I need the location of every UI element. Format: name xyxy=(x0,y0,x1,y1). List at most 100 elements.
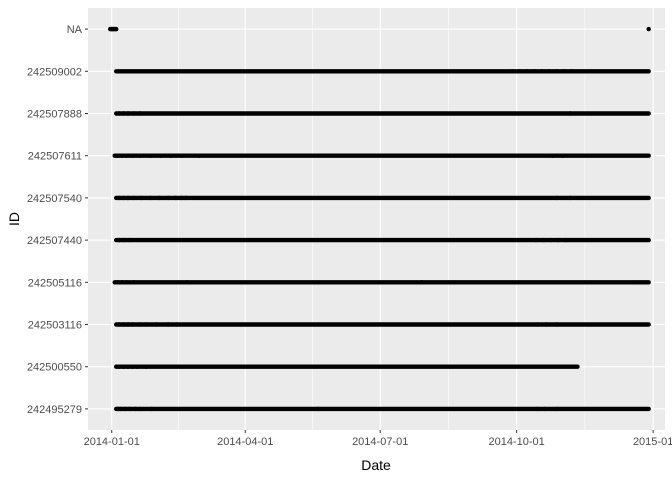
data-point xyxy=(197,153,202,158)
data-point xyxy=(118,406,123,412)
data-point xyxy=(165,322,171,327)
y-tick-label: NA xyxy=(67,24,83,36)
x-tick-label: 2014-01-01 xyxy=(84,436,140,448)
data-point xyxy=(148,153,153,158)
y-axis-title: ID xyxy=(6,212,22,226)
data-point xyxy=(561,69,567,74)
data-point xyxy=(116,195,122,201)
data-point xyxy=(125,195,131,201)
data-point xyxy=(119,153,125,158)
data-point xyxy=(130,322,135,327)
data-point xyxy=(547,69,552,74)
data-point xyxy=(131,111,137,116)
data-point xyxy=(179,153,184,158)
data-point xyxy=(137,406,143,412)
y-tick-label: 242503116 xyxy=(28,320,82,332)
data-point xyxy=(544,322,549,327)
data-point xyxy=(517,69,522,74)
data-point xyxy=(539,69,545,74)
y-tick-label: 242500550 xyxy=(27,362,82,374)
data-point xyxy=(165,195,171,201)
data-point xyxy=(131,195,137,201)
data-point xyxy=(121,195,126,201)
data-point xyxy=(127,406,132,412)
data-marks xyxy=(108,26,651,412)
data-point xyxy=(125,322,131,327)
data-point xyxy=(137,322,143,327)
x-axis-title: Date xyxy=(361,457,391,473)
x-tick-label: 2014-07-01 xyxy=(352,436,408,448)
data-point xyxy=(550,153,555,158)
data-point xyxy=(134,364,140,369)
data-point xyxy=(556,237,561,243)
data-point xyxy=(124,153,129,158)
data-point xyxy=(510,69,515,74)
x-tick-label: 2014-10-01 xyxy=(489,436,545,448)
data-point xyxy=(143,364,149,369)
data-point xyxy=(535,406,540,412)
data-point xyxy=(124,280,129,285)
data-point xyxy=(554,195,559,201)
data-point xyxy=(554,322,559,327)
data-point xyxy=(185,280,190,285)
y-tick-label: 242507540 xyxy=(27,193,82,205)
data-point xyxy=(315,406,321,412)
data-point xyxy=(560,153,565,158)
data-point xyxy=(554,406,559,412)
data-point xyxy=(174,322,180,327)
data-point xyxy=(179,195,184,201)
data-point xyxy=(148,195,153,201)
x-tick-label: 2014-04-01 xyxy=(217,436,273,448)
data-point xyxy=(532,69,537,74)
x-axis: 2014-01-01 2014-04-01 2014-07-01 2014-10-01… xyxy=(84,430,672,448)
data-point xyxy=(121,237,126,243)
data-point xyxy=(567,111,573,116)
data-point xyxy=(168,153,174,158)
data-point xyxy=(127,237,132,243)
data-point xyxy=(563,237,568,243)
data-point xyxy=(113,26,119,32)
y-tick-label: 242509002 xyxy=(27,66,82,78)
data-point xyxy=(535,322,540,327)
y-tick-label: 242495279 xyxy=(27,404,82,416)
data-point xyxy=(133,406,138,412)
data-point xyxy=(541,237,546,243)
y-axis: 242495279 242500550 242503116 242505116 2425… xyxy=(27,24,88,416)
data-point xyxy=(116,364,122,369)
plot-panel xyxy=(88,8,665,430)
y-tick-label: 242507440 xyxy=(27,235,82,247)
data-point xyxy=(137,153,143,158)
data-point xyxy=(149,406,154,412)
data-point xyxy=(569,69,574,74)
data-point xyxy=(121,322,126,327)
data-point xyxy=(567,195,573,201)
data-point xyxy=(130,153,135,158)
data-point xyxy=(542,406,548,412)
data-point xyxy=(139,195,144,201)
data-point xyxy=(158,153,163,158)
data-point xyxy=(183,195,189,201)
data-point xyxy=(125,364,131,369)
data-point xyxy=(548,237,553,243)
data-point xyxy=(125,111,131,116)
y-tick-label: 242507611 xyxy=(28,151,82,163)
y-tick-label: 242505116 xyxy=(28,277,82,289)
data-point xyxy=(156,195,162,201)
y-tick-label: 242507888 xyxy=(27,109,82,121)
data-point xyxy=(115,280,120,285)
data-point xyxy=(173,195,178,201)
data-point xyxy=(131,280,137,285)
data-point xyxy=(154,322,159,327)
x-tick-label: 2015-01 xyxy=(633,436,672,448)
data-point xyxy=(121,111,126,116)
data-point xyxy=(121,364,126,369)
data-point xyxy=(130,364,135,369)
data-point xyxy=(554,69,559,74)
data-point xyxy=(419,280,424,285)
data-point xyxy=(122,406,128,412)
data-point xyxy=(116,322,122,327)
data-point xyxy=(116,111,122,116)
data-point xyxy=(646,26,651,32)
data-point xyxy=(137,111,143,116)
